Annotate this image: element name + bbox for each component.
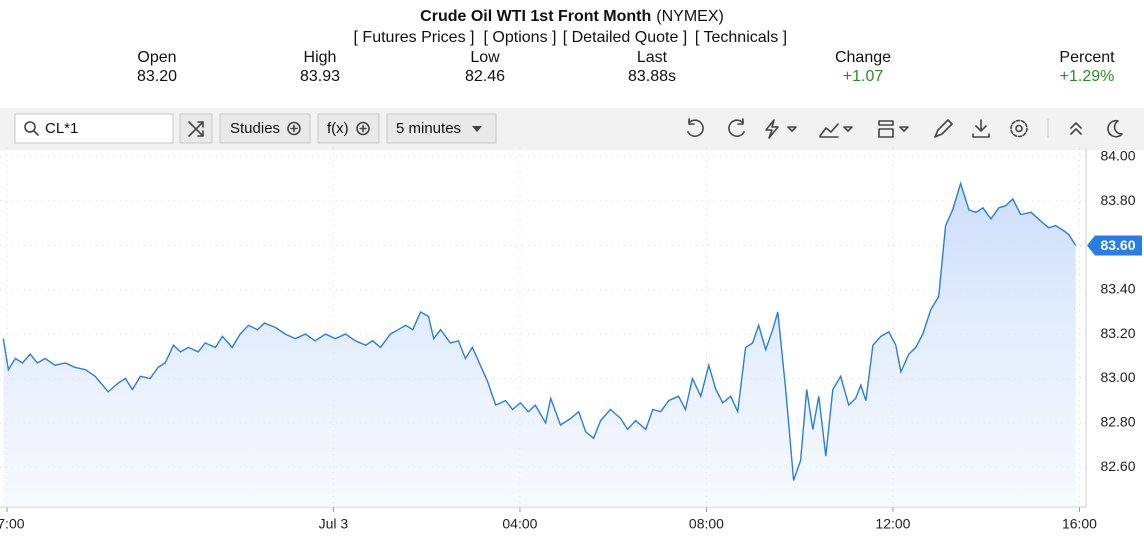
y-tick-label: 82.80 (1100, 413, 1135, 429)
dropdown-arrow (472, 126, 482, 132)
stat-value: 83.20 (137, 68, 177, 85)
y-tick-label: 83.00 (1100, 369, 1135, 385)
price-line (2, 181, 1077, 481)
y-tick-label: 82.60 (1100, 458, 1135, 474)
x-tick-label: 17:00 (0, 516, 25, 532)
settings-button[interactable] (1015, 124, 1023, 133)
nav-link[interactable]: [ Technicals ] (695, 29, 787, 46)
x-tick-label: Jul 3 (319, 516, 349, 532)
plus-icon (290, 124, 298, 133)
y-tick-label: 83.80 (1100, 192, 1135, 208)
search-icon (24, 121, 36, 133)
stat-label: High (304, 49, 337, 66)
chart: 82.60 82.80 83.00 83.20 83.40 83.60 83.80 84.00… (0, 148, 1142, 532)
y-tick-label: 83.40 (1100, 281, 1135, 297)
area (3, 183, 1076, 507)
shuffle-icon (188, 121, 204, 137)
plus-icon (287, 121, 301, 136)
title: Crude Oil WTI 1st Front Month (420, 8, 651, 25)
nav-link[interactable]: [ Options ] (484, 29, 557, 46)
symbol-search[interactable]: CL*1 (14, 113, 174, 144)
stat-value: 83.93 (300, 68, 340, 85)
layout-button[interactable] (878, 120, 909, 138)
download-button[interactable] (972, 119, 990, 138)
y-tick-label: 83.20 (1100, 325, 1135, 341)
y-tick-label: 84.00 (1100, 148, 1135, 164)
undo-button[interactable] (687, 118, 704, 138)
chart-type-button[interactable] (819, 123, 853, 138)
stat-value: +1.29% (1060, 68, 1115, 85)
draw-button[interactable] (934, 119, 953, 138)
links: [ Futures Prices ] [ Options ] [ Detailed … (354, 29, 788, 46)
stat-value: 82.46 (465, 68, 505, 85)
exchange: (NYMEX) (656, 8, 724, 25)
theme-button[interactable] (1107, 119, 1123, 138)
settings-button[interactable] (1010, 119, 1028, 138)
flash-button[interactable] (765, 119, 797, 139)
symbol[interactable]: CL*1 (45, 120, 78, 137)
redo-button[interactable] (728, 118, 745, 138)
stat-label: Percent (1059, 49, 1115, 66)
stat-label: Low (470, 49, 500, 66)
search-icon (33, 130, 39, 136)
x-tick-label: 16:00 (1062, 516, 1097, 532)
page-title: Crude Oil WTI 1st Front Month (NYMEX) (420, 8, 724, 25)
collapse-button[interactable] (1070, 122, 1082, 135)
x-tick-label: 08:00 (689, 516, 724, 532)
interval-label[interactable]: 5 minutes (396, 120, 461, 137)
plus-icon (356, 121, 370, 136)
quote-stats: Open 83.20 High 83.93 Low 82.46 Last 83.88s Chan… (137, 49, 1115, 85)
nav-link[interactable]: [ Detailed Quote ] (563, 29, 688, 46)
x-tick-label: 12:00 (875, 516, 910, 532)
stat-label: Last (637, 49, 668, 66)
search-box[interactable] (14, 113, 174, 144)
plus-icon (359, 124, 367, 133)
stat-value: 83.88s (628, 68, 676, 85)
nav-link[interactable]: [ Futures Prices ] (354, 29, 475, 46)
price-tag (1087, 235, 1142, 256)
stat-value: +1.07 (843, 68, 884, 85)
price-tag-label: 83.60 (1100, 237, 1135, 253)
fx-label[interactable]: f(x) (327, 120, 349, 137)
x-tick-label: 04:00 (502, 516, 537, 532)
toolbar-icons (687, 118, 1123, 139)
stat-label: Open (137, 49, 176, 66)
stat-label: Change (835, 49, 891, 66)
studies-label[interactable]: Studies (230, 120, 280, 137)
